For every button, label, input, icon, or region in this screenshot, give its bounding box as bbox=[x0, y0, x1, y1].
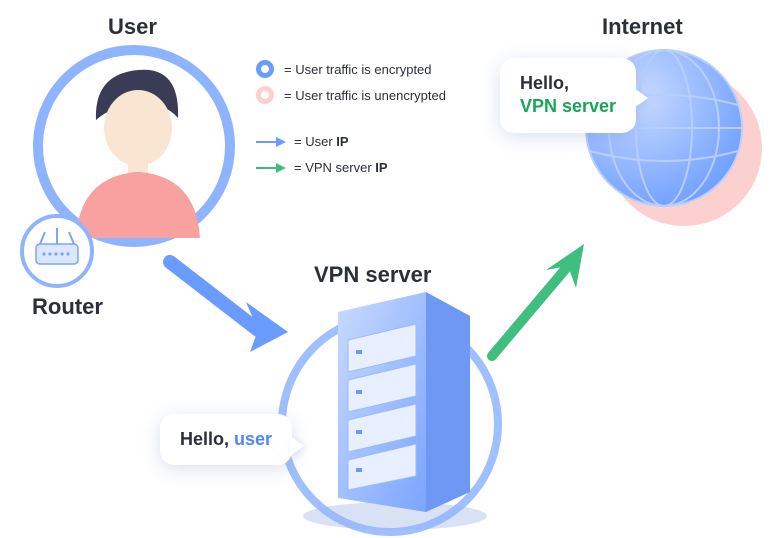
bubble-internet-accent: VPN server bbox=[520, 96, 616, 116]
label-vpn-server: VPN server bbox=[314, 262, 431, 288]
label-user: User bbox=[108, 14, 157, 40]
legend-user-ip-text: = User IP bbox=[294, 134, 349, 149]
legend-vpn-ip-text: = VPN server IP bbox=[294, 160, 388, 175]
bubble-internet-line1: Hello, bbox=[520, 73, 569, 93]
legend-vpn-ip-arrow-icon bbox=[256, 161, 286, 175]
bubble-vpn-prefix: Hello, bbox=[180, 429, 234, 449]
user-node bbox=[38, 50, 230, 242]
legend-vpn-ip: = VPN server IP bbox=[256, 160, 388, 175]
legend-encrypted-dot bbox=[256, 60, 274, 78]
router-node bbox=[22, 216, 92, 286]
legend-unencrypted-text: = User traffic is unencrypted bbox=[284, 88, 446, 103]
bubble-vpn-accent: user bbox=[234, 429, 272, 449]
legend-unencrypted: = User traffic is unencrypted bbox=[256, 86, 446, 104]
bubble-internet: Hello, VPN server bbox=[500, 58, 636, 133]
vpn-server-node bbox=[282, 292, 498, 532]
legend-user-ip: = User IP bbox=[256, 134, 349, 149]
arrow-user-to-vpn bbox=[170, 262, 288, 352]
legend-user-ip-arrow-icon bbox=[256, 135, 286, 149]
legend-encrypted: = User traffic is encrypted bbox=[256, 60, 432, 78]
label-internet: Internet bbox=[602, 14, 683, 40]
legend-unencrypted-dot bbox=[256, 86, 274, 104]
label-router: Router bbox=[32, 294, 103, 320]
arrow-vpn-to-internet bbox=[492, 244, 584, 356]
legend-encrypted-text: = User traffic is encrypted bbox=[284, 62, 432, 77]
bubble-vpn: Hello, user bbox=[160, 414, 292, 465]
